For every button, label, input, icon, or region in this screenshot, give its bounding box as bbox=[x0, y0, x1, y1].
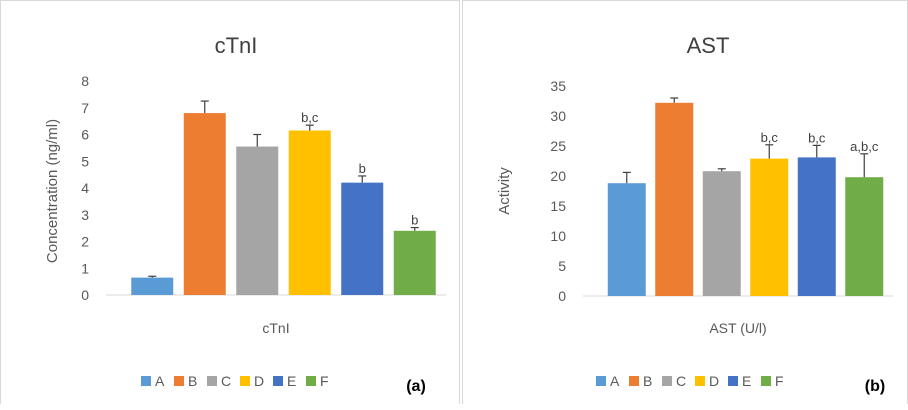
legend-swatch-b bbox=[174, 376, 184, 386]
legend-swatch-f bbox=[306, 376, 316, 386]
chart-title: AST bbox=[687, 33, 730, 58]
chart-panel-ast: AST 0 5 10 15 20 25 30 35 Activity AST (U/l) b,c b,c… bbox=[462, 0, 908, 404]
y-axis-title: Activity bbox=[496, 167, 513, 215]
bar-e bbox=[797, 157, 836, 296]
chart-ast-svg: AST 0 5 10 15 20 25 30 35 Activity AST (U/l) b,c b,c… bbox=[496, 33, 893, 395]
x-axis-title: AST (U/l) bbox=[709, 320, 766, 336]
chart-title: cTnI bbox=[215, 33, 258, 58]
y-tick-label: 4 bbox=[81, 180, 89, 196]
legend-label: B bbox=[188, 373, 197, 389]
significance-label: b bbox=[411, 213, 418, 228]
legend-swatch-d bbox=[240, 376, 250, 386]
bar-b bbox=[183, 113, 226, 295]
y-tick-label: 15 bbox=[550, 198, 566, 214]
bar-d bbox=[750, 158, 789, 296]
legend-swatch-c bbox=[207, 376, 217, 386]
legend-label: E bbox=[742, 373, 751, 389]
legend-label: C bbox=[221, 373, 231, 389]
y-tick-label: 0 bbox=[81, 287, 89, 303]
y-tick-label: 20 bbox=[550, 168, 566, 184]
y-tick-label: 10 bbox=[550, 228, 566, 244]
bar-c bbox=[236, 146, 279, 295]
legend-label: F bbox=[320, 373, 329, 389]
significance-label: b,c bbox=[761, 130, 779, 145]
significance-label: b,c bbox=[301, 110, 319, 125]
legend-swatch-e bbox=[273, 376, 283, 386]
legend-swatch-f bbox=[761, 376, 771, 386]
legend-label: E bbox=[287, 373, 296, 389]
bar-f bbox=[393, 230, 436, 295]
bar-c bbox=[702, 171, 741, 296]
significance-label: b bbox=[359, 161, 366, 176]
y-tick-label: 8 bbox=[81, 73, 89, 89]
bar-d bbox=[288, 130, 331, 295]
legend-swatch-b bbox=[629, 376, 639, 386]
significance-label: b,c bbox=[808, 130, 826, 145]
y-tick-label: 3 bbox=[81, 207, 89, 223]
legend-label: C bbox=[676, 373, 686, 389]
legend-swatch-c bbox=[662, 376, 672, 386]
panel-tag: (b) bbox=[865, 378, 885, 395]
y-tick-label: 7 bbox=[81, 100, 89, 116]
legend-swatch-e bbox=[728, 376, 738, 386]
significance-label: a,b,c bbox=[850, 139, 879, 154]
y-tick-label: 30 bbox=[550, 108, 566, 124]
y-axis-title: Concentration (ng/ml) bbox=[44, 119, 61, 263]
legend-swatch-a bbox=[596, 376, 606, 386]
y-tick-label: 35 bbox=[550, 78, 566, 94]
y-tick-label: 5 bbox=[81, 153, 89, 169]
panel-tag: (a) bbox=[406, 378, 426, 395]
bar-e bbox=[341, 182, 384, 295]
legend-label: F bbox=[775, 373, 784, 389]
chart-panel-ctni: cTnI 0 1 2 3 4 5 6 7 8 Concentration (ng/ml) cTnI b,… bbox=[0, 0, 460, 404]
legend-label: A bbox=[610, 373, 620, 389]
legend-swatch-d bbox=[695, 376, 705, 386]
bar-a bbox=[607, 183, 646, 296]
legend-label: A bbox=[155, 373, 165, 389]
x-axis-title: cTnI bbox=[262, 320, 289, 336]
bar-a bbox=[131, 277, 174, 295]
bar-b bbox=[655, 102, 694, 296]
legend-swatch-a bbox=[141, 376, 151, 386]
chart-ctni-svg: cTnI 0 1 2 3 4 5 6 7 8 Concentration (ng/ml) cTnI b,… bbox=[44, 33, 446, 395]
y-tick-label: 25 bbox=[550, 138, 566, 154]
y-tick-label: 6 bbox=[81, 127, 89, 143]
y-tick-label: 1 bbox=[81, 260, 89, 276]
y-tick-label: 0 bbox=[558, 288, 566, 304]
legend-label: D bbox=[254, 373, 264, 389]
bar-f bbox=[845, 177, 884, 296]
legend-label: D bbox=[709, 373, 719, 389]
legend-label: B bbox=[643, 373, 652, 389]
y-tick-label: 5 bbox=[558, 258, 566, 274]
y-tick-label: 2 bbox=[81, 234, 89, 250]
